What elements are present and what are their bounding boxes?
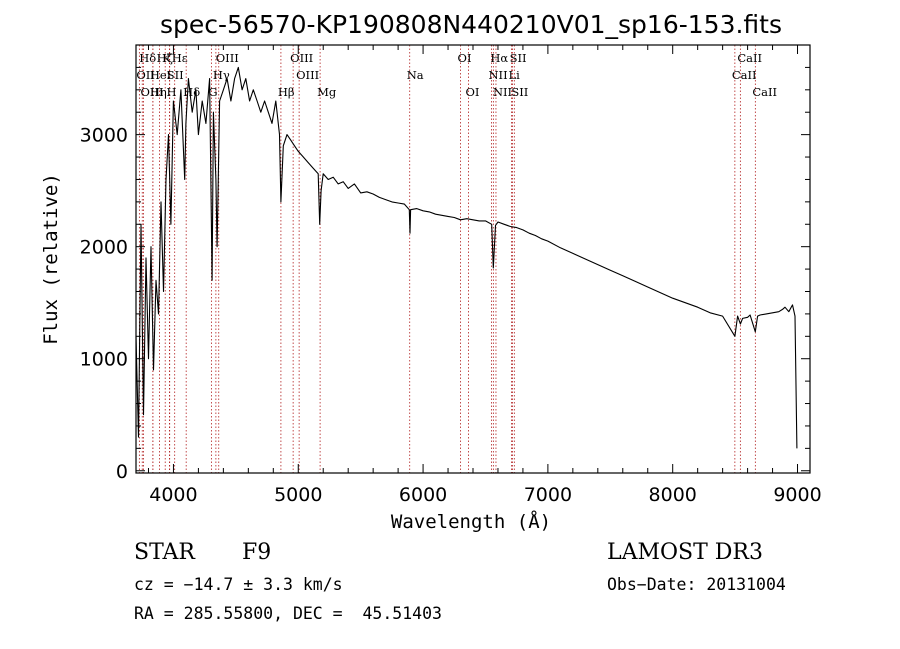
x-tick-label: 6000 — [399, 484, 447, 506]
plot-area — [135, 66, 798, 449]
line-label: Hζ — [157, 51, 173, 65]
line-label: Hγ — [213, 68, 230, 82]
line-label: OI — [466, 85, 480, 99]
line-label: SII — [511, 85, 528, 99]
plot-frame — [135, 44, 811, 474]
line-label: CaII — [732, 68, 757, 82]
line-label: Hα — [490, 51, 508, 65]
x-axis-ticks: 4000 5000 6000 7000 8000 9000 — [147, 45, 822, 506]
obs-date: Obs−Date: 20131004 — [607, 575, 786, 594]
x-tick-label: 4000 — [149, 484, 197, 506]
survey-name: LAMOST DR3 — [607, 540, 763, 565]
subclass: F9 — [242, 540, 272, 565]
line-markers — [138, 45, 756, 473]
line-label: SII — [167, 68, 184, 82]
line-label: OIII — [216, 51, 239, 65]
line-label: G — [208, 85, 217, 99]
line-label: OII — [136, 68, 155, 82]
line-label: OIII — [290, 51, 313, 65]
chart-title: spec-56570-KP190808N440210V01_sp16-153.f… — [160, 10, 782, 39]
y-tick-label: 3000 — [80, 125, 128, 147]
line-label: CaII — [752, 85, 777, 99]
line-label: K — [162, 51, 171, 65]
line-label: CaII — [737, 51, 762, 65]
y-tick-label: 2000 — [80, 237, 128, 259]
x-tick-label: 5000 — [274, 484, 322, 506]
y-tick-label: 1000 — [80, 349, 128, 371]
line-label: Li — [508, 68, 520, 82]
line-label: NII — [493, 85, 512, 99]
line-label: Hε — [172, 51, 188, 65]
y-tick-label: 0 — [116, 461, 128, 483]
line-label: NII — [488, 68, 507, 82]
object-class: STAR — [134, 540, 195, 565]
x-tick-label: 8000 — [649, 484, 697, 506]
y-axis-label: Flux (relative) — [40, 173, 62, 345]
line-label: H — [166, 85, 176, 99]
line-label: Hβ — [278, 85, 295, 99]
x-axis-label: Wavelength (Å) — [391, 510, 551, 533]
x-tick-label: 7000 — [524, 484, 572, 506]
line-label: OIII — [296, 68, 319, 82]
coordinates: RA = 285.55800, DEC = 45.51403 — [134, 604, 442, 623]
x-tick-label: 9000 — [773, 484, 821, 506]
redshift-cz: cz = −14.7 ± 3.3 km/s — [134, 575, 343, 594]
line-label: OIII — [140, 85, 163, 99]
line-label: OI — [458, 51, 472, 65]
line-label: Hη — [150, 85, 167, 99]
line-label: Na — [407, 68, 424, 82]
line-label: SII — [510, 51, 527, 65]
line-label: Hδ — [183, 85, 200, 99]
line-label: Mg — [317, 85, 337, 99]
line-label: HeI — [150, 68, 171, 82]
spectrum-line — [135, 66, 798, 449]
y-axis-ticks: 0 1000 2000 3000 — [80, 66, 810, 483]
line-label: Hδ — [139, 51, 156, 65]
